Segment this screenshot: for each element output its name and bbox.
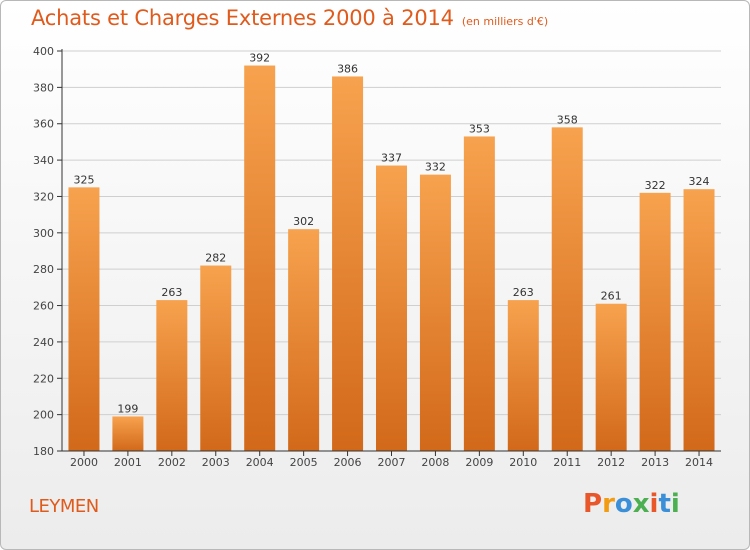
bar-2007 [376, 165, 407, 451]
value-label: 263 [161, 286, 182, 299]
bar-2002 [156, 300, 188, 451]
y-tick-label: 280 [33, 263, 54, 276]
x-tick-label: 2014 [685, 456, 713, 469]
x-tick-label: 2002 [158, 456, 186, 469]
value-label: 325 [73, 173, 94, 186]
city-name: LEYMEN [29, 496, 99, 517]
bar-2001 [112, 416, 144, 451]
value-label: 282 [205, 252, 226, 265]
bar-2013 [639, 192, 671, 451]
bar-2011 [551, 127, 583, 451]
x-tick-label: 2005 [290, 456, 318, 469]
y-tick-label: 180 [33, 445, 54, 458]
x-tick-label: 2000 [70, 456, 98, 469]
bar-2009 [463, 136, 495, 452]
value-label: 199 [117, 402, 138, 415]
bar-2008 [419, 174, 451, 452]
x-tick-label: 2007 [378, 456, 406, 469]
bar-2010 [507, 300, 539, 451]
bar-2005 [288, 229, 320, 451]
bar-2004 [244, 65, 276, 451]
bar-2012 [595, 303, 627, 451]
value-label: 322 [645, 179, 666, 192]
value-label: 302 [293, 215, 314, 228]
bar-2000 [68, 187, 100, 451]
bars [68, 65, 715, 452]
proxiti-logo[interactable]: Proxiti [583, 489, 680, 519]
y-tick-label: 400 [33, 45, 54, 58]
x-tick-label: 2009 [465, 456, 493, 469]
y-tick-label: 340 [33, 154, 54, 167]
axes: 180 200 220 240 260 280 300 320 340 360 380 400 2000… [33, 45, 721, 469]
x-tick-label: 2012 [597, 456, 625, 469]
x-tick-label: 2006 [334, 456, 362, 469]
y-tick-label: 220 [33, 372, 54, 385]
x-tick-label: 2010 [509, 456, 537, 469]
logo-letter: t [658, 489, 671, 519]
y-tick-label: 380 [33, 81, 54, 94]
logo-letter: i [649, 489, 659, 519]
value-label: 263 [513, 286, 534, 299]
logo-letter: P [583, 489, 603, 519]
bar-2006 [332, 76, 364, 452]
bar-2003 [200, 265, 232, 451]
value-label: 324 [689, 175, 710, 188]
bar-2014 [683, 189, 715, 451]
value-label: 337 [381, 152, 402, 165]
value-label: 392 [249, 52, 270, 65]
y-tick-label: 200 [33, 409, 54, 422]
x-tick-label: 2001 [114, 456, 142, 469]
x-tick-label: 2003 [202, 456, 230, 469]
labels: 325 199 263 282 392 302 386 337 332 353 263 358 261 3… [73, 52, 709, 416]
x-tick-label: 2004 [246, 456, 274, 469]
chart-title: Achats et Charges Externes 2000 à 2014 (e… [31, 6, 548, 30]
x-tick-label: 2013 [641, 456, 669, 469]
chart-title-text: Achats et Charges Externes 2000 à 2014 [31, 6, 454, 30]
logo-letter: r [602, 489, 615, 519]
logo-letter: x [632, 489, 650, 519]
x-tick-label: 2008 [421, 456, 449, 469]
y-tick-label: 240 [33, 336, 54, 349]
value-label: 358 [557, 113, 578, 126]
logo-letter: o [614, 489, 633, 519]
y-tick-label: 360 [33, 118, 54, 131]
y-tick-label: 300 [33, 227, 54, 240]
y-tick-label: 320 [33, 190, 54, 203]
y-tick-label: 260 [33, 300, 54, 313]
value-label: 332 [425, 161, 446, 174]
value-label: 353 [469, 122, 490, 135]
logo-letter: i [670, 489, 680, 519]
x-tick-label: 2011 [553, 456, 581, 469]
value-label: 386 [337, 62, 358, 75]
value-label: 261 [601, 290, 622, 303]
chart-subtitle: (en milliers d'€) [461, 15, 549, 28]
